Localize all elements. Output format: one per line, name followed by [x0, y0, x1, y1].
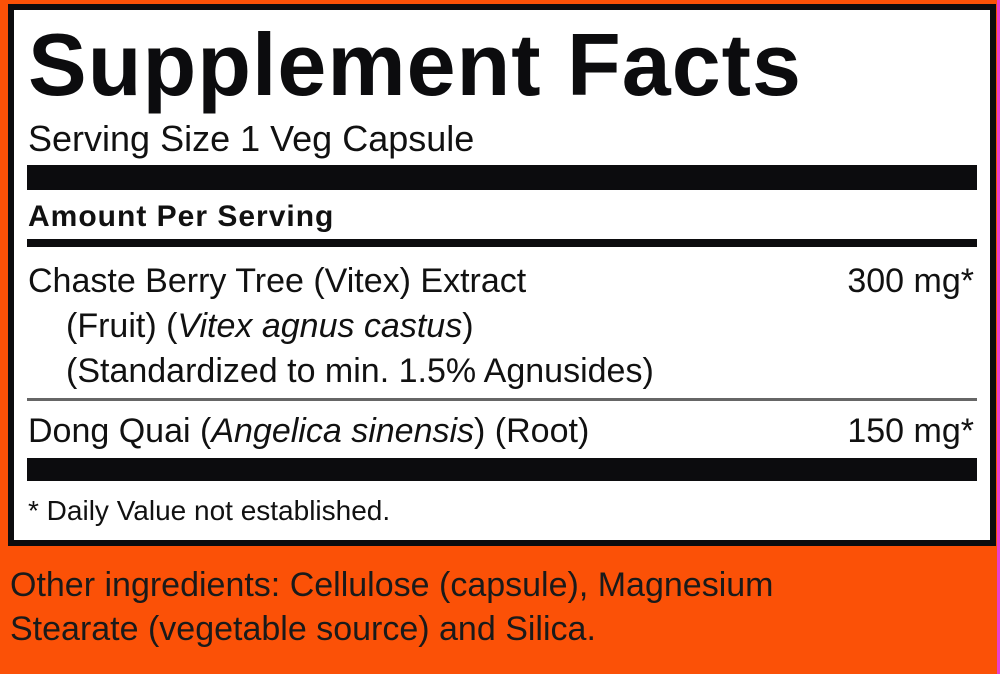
thin-divider — [27, 398, 977, 401]
supplement-facts-panel: Supplement Facts Serving Size 1 Veg Caps… — [8, 4, 996, 546]
amount-per-serving-header: Amount Per Serving — [28, 200, 335, 233]
source-text-end: ) — [462, 307, 474, 345]
ingredient-name: Dong Quai (Angelica sinensis) (Root) — [28, 412, 589, 451]
ingredient-name: Chaste Berry Tree (Vitex) Extract — [28, 262, 527, 300]
source-text: (Fruit) ( — [66, 307, 178, 345]
right-edge-strip — [997, 0, 1000, 674]
panel-body: Supplement Facts Serving Size 1 Veg Caps… — [14, 10, 990, 540]
panel-title: Supplement Facts — [28, 15, 802, 114]
serving-size: Serving Size 1 Veg Capsule — [28, 118, 475, 159]
footnote: * Daily Value not established. — [28, 495, 391, 526]
ingredient-source: (Fruit) (Vitex agnus castus) — [66, 307, 474, 346]
thick-divider — [27, 165, 977, 190]
other-ingredients-line: Other ingredients: Cellulose (capsule), … — [10, 566, 774, 604]
latin-name: Vitex agnus castus — [177, 307, 463, 345]
name-text-end: ) (Root) — [474, 412, 590, 450]
name-text: Dong Quai ( — [28, 412, 212, 450]
thick-divider — [27, 458, 977, 481]
medium-divider — [27, 239, 977, 247]
ingredient-amount: 150 mg* — [847, 412, 974, 450]
other-ingredients-line: Stearate (vegetable source) and Silica. — [10, 610, 596, 648]
latin-name: Angelica sinensis — [211, 412, 475, 450]
other-ingredients: Other ingredients: Cellulose (capsule), … — [10, 563, 773, 651]
ingredient-amount: 300 mg* — [847, 262, 974, 300]
ingredient-standardization: (Standardized to min. 1.5% Agnusides) — [66, 352, 654, 390]
